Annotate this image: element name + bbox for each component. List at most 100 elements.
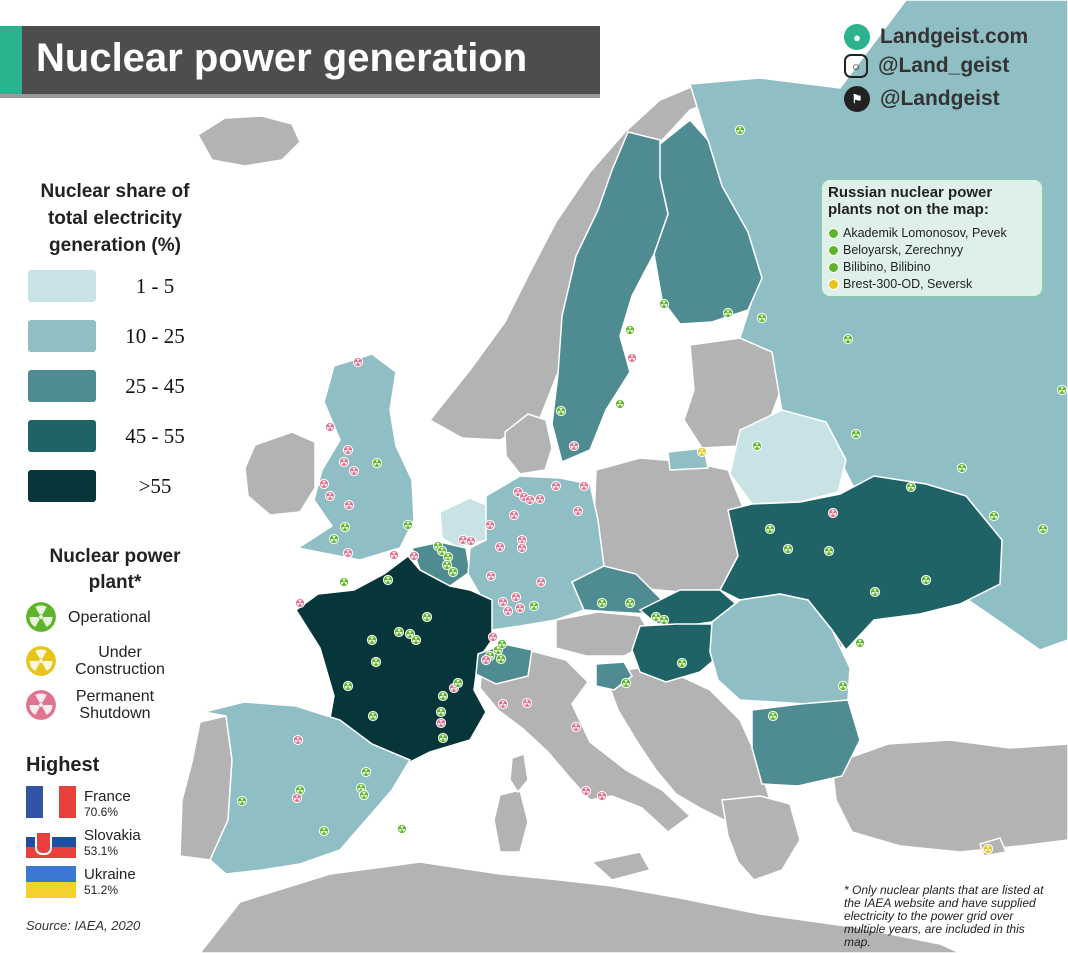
plant-type-under-construction: Under Construction: [22, 642, 222, 680]
plant-marker: [435, 706, 447, 718]
plant-marker: [408, 550, 420, 562]
plant-marker: [782, 543, 794, 555]
plant-marker: [494, 541, 506, 553]
plant-marker: [487, 631, 499, 643]
belarus: [729, 409, 847, 505]
france-flag: [26, 786, 76, 818]
plant-marker: [343, 499, 355, 511]
plant-marker: [382, 574, 394, 586]
highest-value: 51.2%: [84, 883, 119, 897]
plant-marker: [764, 523, 776, 535]
greece: [721, 795, 801, 881]
plant-type-label: Permanent Shutdown: [60, 688, 170, 722]
brand-website[interactable]: ● Landgeist.com: [844, 24, 1028, 50]
plant-marker: [342, 680, 354, 692]
plant-type-permanent-shutdown: Permanent Shutdown: [22, 686, 222, 724]
globe-icon: ●: [844, 24, 870, 50]
instagram-label: @Land_geist: [878, 54, 1010, 77]
russia-plant-item: Akademik Lomonosov, Pevek: [828, 226, 1007, 240]
plant-marker: [620, 677, 632, 689]
russia-plant-item: Brest-300-OD, Seversk: [828, 277, 972, 291]
denmark: [504, 413, 553, 475]
plant-marker: [596, 597, 608, 609]
plant-marker: [497, 698, 509, 710]
plant-marker: [734, 124, 746, 136]
plant-marker: [1056, 384, 1068, 396]
plant-marker: [982, 843, 994, 855]
plant-marker: [497, 596, 509, 608]
bulgaria: [751, 699, 861, 787]
plant-marker: [338, 576, 350, 588]
plant-marker: [534, 493, 546, 505]
plant-marker: [510, 591, 522, 603]
italy: [479, 649, 692, 833]
plant-marker: [342, 547, 354, 559]
plant-marker: [854, 637, 866, 649]
plant-type-label-line: Shutdown: [79, 705, 151, 722]
plant-marker: [484, 519, 496, 531]
under-construction-dot-icon: [828, 278, 839, 290]
plant-type-label: Under Construction: [60, 644, 180, 678]
turkey: [831, 739, 1068, 853]
plant-type-label-line: Permanent: [75, 688, 155, 705]
plant-marker: [528, 600, 540, 612]
website-label: Landgeist.com: [880, 25, 1029, 48]
plant-marker: [756, 312, 768, 324]
twitter-icon: ⚑: [844, 86, 870, 112]
plant-type-label-line: Operational: [68, 608, 151, 626]
plant-marker: [318, 825, 330, 837]
legend-swatch: [28, 320, 96, 352]
corsica: [509, 753, 529, 794]
plant-marker: [827, 507, 839, 519]
plant-marker: [447, 566, 459, 578]
plant-marker: [371, 457, 383, 469]
plant-marker: [480, 654, 492, 666]
plant-marker: [568, 440, 580, 452]
plant-markers: [236, 124, 1068, 855]
plant-marker: [514, 602, 526, 614]
highest-country: Slovakia: [84, 827, 141, 844]
plant-marker: [292, 734, 304, 746]
legend-swatch: [28, 270, 96, 302]
footnote: * Only nuclear plants that are listed at…: [844, 883, 1044, 949]
highest-country: France: [84, 788, 131, 805]
title-accent: [0, 26, 22, 94]
russia-plant-item: Bilibino, Bilibino: [828, 260, 931, 274]
sicily: [590, 851, 652, 881]
plant-marker: [624, 597, 636, 609]
plant-marker: [624, 324, 636, 336]
plant-marker: [570, 721, 582, 733]
legend-title: Nuclear share of total electricity gener…: [20, 178, 210, 259]
plant-marker: [521, 697, 533, 709]
plant-marker: [324, 490, 336, 502]
plant-legend-title-line: Nuclear power: [49, 546, 181, 567]
plant-marker: [658, 614, 670, 626]
plant-marker: [658, 298, 670, 310]
instagram-icon: ○: [844, 54, 868, 78]
russia-box-title: Russian nuclear power plants not on the …: [828, 184, 1042, 218]
germany: [467, 475, 605, 631]
legend-swatch: [28, 470, 96, 502]
plant-type-label-line: Under: [98, 644, 142, 661]
plant-marker: [342, 444, 354, 456]
plant-marker: [358, 789, 370, 801]
plant-marker: [436, 545, 448, 557]
plant-marker: [236, 795, 248, 807]
plant-marker: [435, 717, 447, 729]
radiation-icon: [23, 643, 59, 679]
plant-marker: [465, 535, 477, 547]
plant-type-label: Operational: [60, 609, 208, 626]
brand-twitter[interactable]: ⚑ @Landgeist: [844, 86, 1000, 112]
plant-marker: [404, 628, 416, 640]
operational-dot-icon: [828, 227, 839, 239]
plant-marker: [988, 510, 1000, 522]
operational-dot-icon: [828, 261, 839, 273]
brand-instagram[interactable]: ○ @Land_geist: [844, 54, 1009, 78]
plant-marker: [535, 576, 547, 588]
plant-legend-title: Nuclear power plant*: [20, 544, 210, 596]
plant-marker: [905, 481, 917, 493]
plant-marker: [388, 549, 400, 561]
russia-box-title-line: Russian nuclear power: [828, 184, 993, 201]
plant-marker: [516, 542, 528, 554]
